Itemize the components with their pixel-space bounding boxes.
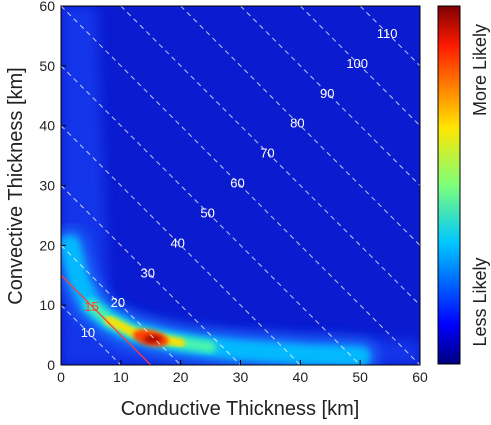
contour-label: 20 [111,295,125,310]
y-tick-label: 30 [39,178,55,194]
contour-line [61,185,241,365]
x-tick-label: 10 [113,369,129,385]
contour-line [61,6,420,365]
contour-label: 50 [200,205,214,220]
y-tick-label: 50 [39,58,55,74]
y-tick-label: 0 [47,357,55,373]
density-peak-core [143,335,162,344]
contour-label: 30 [141,265,155,280]
contour-line [120,6,420,306]
contour-line [61,125,301,365]
y-tick-label: 60 [39,0,55,14]
x-tick-label: 40 [293,369,309,385]
x-tick-label: 0 [57,369,65,385]
colorbar-bottom-label: Less Likely [470,257,490,346]
contour-layer: 10 20 30 40 50 60 70 80 90 100 110 15 [61,6,420,365]
y-tick-label: 20 [39,237,55,253]
x-tick-label: 30 [233,369,249,385]
colorbar-top-label: More Likely [470,24,490,116]
x-tick-label: 50 [352,369,368,385]
contour-label: 80 [290,116,304,131]
contour-line [299,6,420,127]
contour-line [61,244,182,365]
y-tick-label: 10 [39,297,55,313]
contour-line [180,6,420,246]
contour-label: 40 [170,235,184,250]
contour-label-highlight: 15 [84,299,98,314]
density-layer [61,6,420,365]
contour-label: 90 [320,86,334,101]
contour-label: 70 [260,146,274,161]
y-axis-label: Convective Thickness [km] [5,67,27,305]
x-axis-ticks: 0 10 20 30 40 50 60 [57,360,428,385]
contour-label: 10 [81,325,95,340]
x-tick-label: 60 [412,369,428,385]
y-axis-ticks: 0 10 20 30 40 50 60 [39,0,66,373]
contour-label: 100 [346,56,368,71]
contour-label: 110 [377,26,398,41]
contour-line [61,65,361,365]
contour-line-highlight [61,274,152,365]
x-axis-label: Conductive Thickness [km] [121,398,360,420]
colorbar [437,5,461,365]
x-tick-label: 20 [173,369,189,385]
contour-label: 60 [230,176,244,191]
contour-line [240,6,420,186]
y-tick-label: 40 [39,118,55,134]
